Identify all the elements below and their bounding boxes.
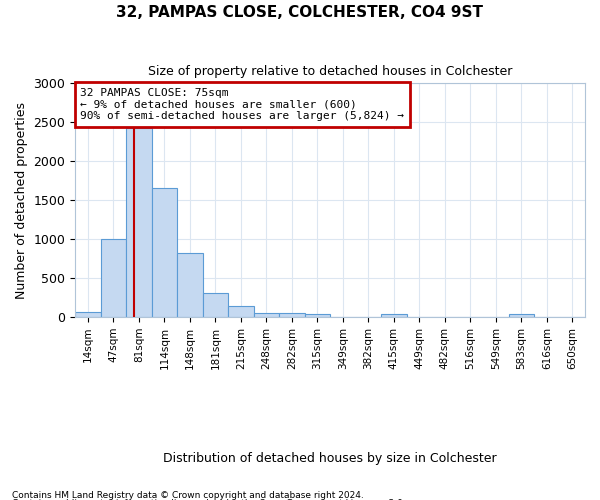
Bar — [254, 313, 279, 317]
Bar — [203, 294, 228, 317]
Bar — [152, 188, 177, 317]
Bar — [228, 306, 254, 317]
Title: Size of property relative to detached houses in Colchester: Size of property relative to detached ho… — [148, 65, 512, 78]
Y-axis label: Number of detached properties: Number of detached properties — [15, 102, 28, 298]
Bar — [279, 313, 305, 317]
Text: 32 PAMPAS CLOSE: 75sqm
← 9% of detached houses are smaller (600)
90% of semi-det: 32 PAMPAS CLOSE: 75sqm ← 9% of detached … — [80, 88, 404, 121]
Bar — [177, 253, 203, 317]
Text: 32, PAMPAS CLOSE, COLCHESTER, CO4 9ST: 32, PAMPAS CLOSE, COLCHESTER, CO4 9ST — [116, 5, 484, 20]
X-axis label: Distribution of detached houses by size in Colchester: Distribution of detached houses by size … — [163, 452, 497, 465]
Bar — [101, 239, 126, 317]
Bar — [509, 314, 534, 317]
Bar — [126, 128, 152, 317]
Text: Contains HM Land Registry data © Crown copyright and database right 2024.: Contains HM Land Registry data © Crown c… — [12, 490, 364, 500]
Bar — [75, 312, 101, 317]
Bar — [305, 314, 330, 317]
Bar — [381, 314, 407, 317]
